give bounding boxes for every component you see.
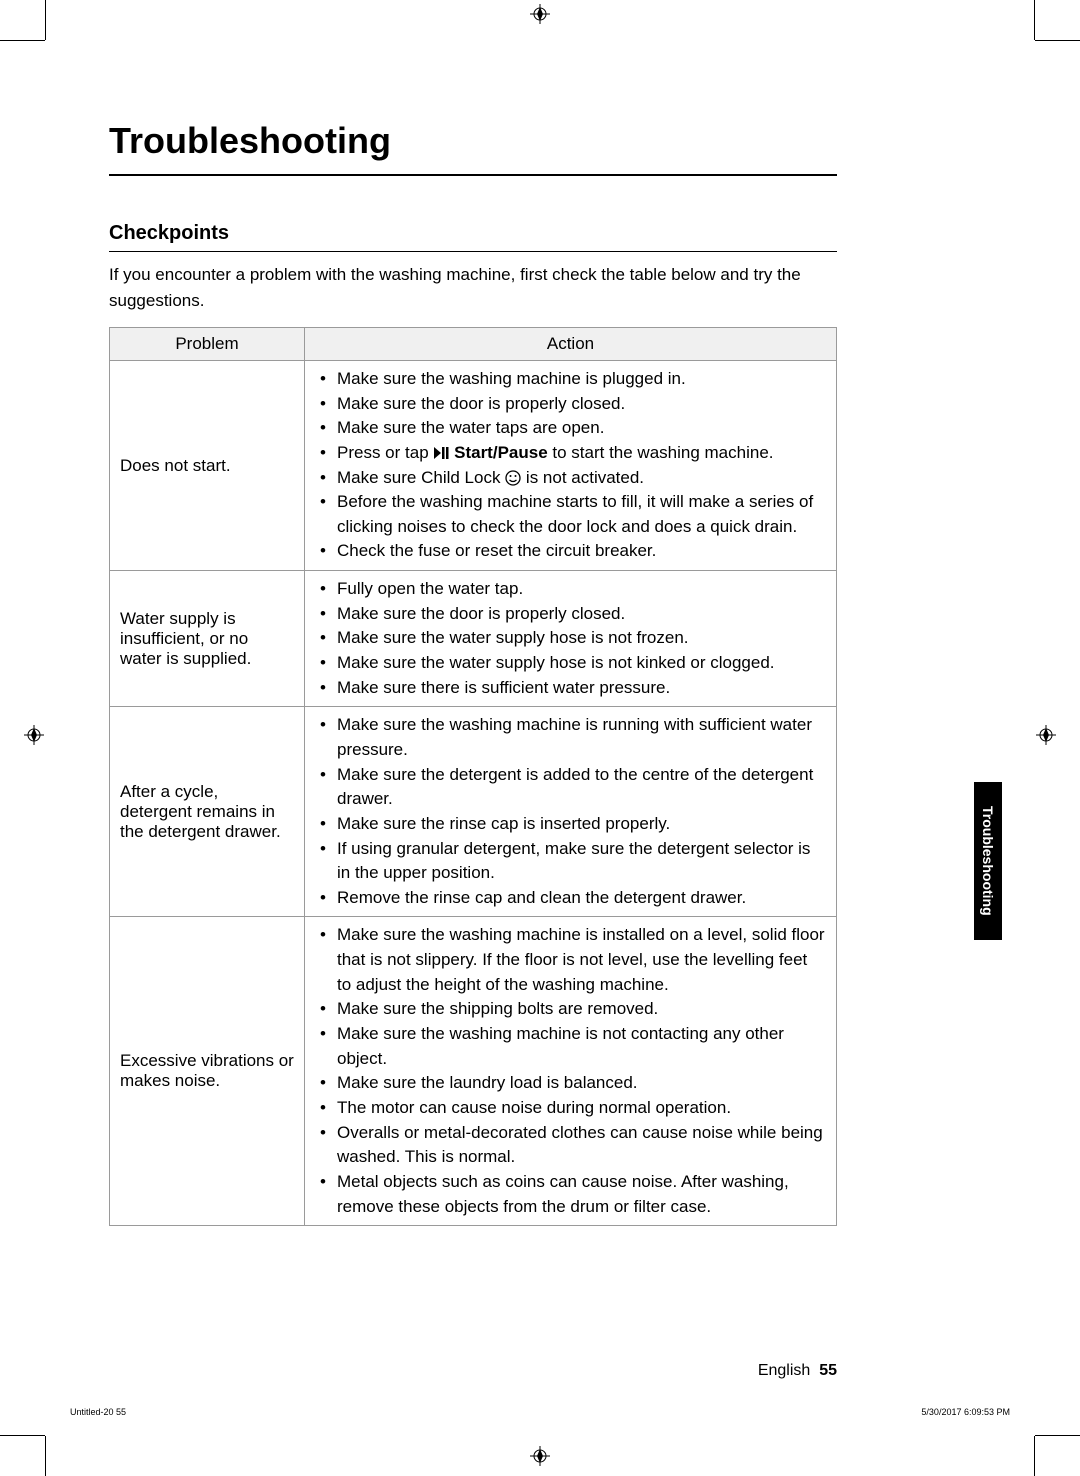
crop-mark bbox=[0, 1435, 45, 1436]
action-item: Make sure the door is properly closed. bbox=[315, 392, 826, 417]
crop-mark bbox=[45, 0, 46, 40]
page-content: Troubleshooting Checkpoints If you encou… bbox=[109, 120, 837, 1380]
side-tab: Troubleshooting bbox=[974, 782, 1002, 940]
action-cell: Make sure the washing machine is plugged… bbox=[305, 361, 837, 571]
action-item: Make sure the washing machine is install… bbox=[315, 923, 826, 997]
meta-left: Untitled-20 55 bbox=[70, 1407, 126, 1417]
action-cell: Make sure the washing machine is install… bbox=[305, 917, 837, 1226]
action-cell: Make sure the washing machine is running… bbox=[305, 707, 837, 917]
print-meta-footer: Untitled-20 55 5/30/2017 6:09:53 PM bbox=[70, 1407, 1010, 1417]
crop-mark bbox=[0, 40, 45, 41]
section-subtitle: Checkpoints bbox=[109, 222, 837, 252]
crop-mark bbox=[1034, 1436, 1035, 1476]
action-item: Make sure the washing machine is plugged… bbox=[315, 367, 826, 392]
column-header-problem: Problem bbox=[110, 328, 305, 361]
language-label: English bbox=[758, 1362, 810, 1379]
start-pause-icon bbox=[433, 445, 449, 461]
action-item: Metal objects such as coins can cause no… bbox=[315, 1170, 826, 1219]
registration-mark bbox=[1036, 725, 1056, 751]
page-number: 55 bbox=[819, 1362, 837, 1379]
troubleshooting-table: Problem Action Does not start. Make sure … bbox=[109, 327, 837, 1226]
action-item: Remove the rinse cap and clean the deter… bbox=[315, 886, 826, 911]
problem-cell: After a cycle, detergent remains in the … bbox=[110, 707, 305, 917]
crop-mark bbox=[1035, 1435, 1080, 1436]
action-item: Make sure the rinse cap is inserted prop… bbox=[315, 812, 826, 837]
action-item: Make sure the laundry load is balanced. bbox=[315, 1071, 826, 1096]
action-cell: Fully open the water tap.Make sure the d… bbox=[305, 571, 837, 707]
action-item: Overalls or metal-decorated clothes can … bbox=[315, 1121, 826, 1170]
crop-mark bbox=[1034, 0, 1035, 40]
table-row: After a cycle, detergent remains in the … bbox=[110, 707, 837, 917]
registration-mark bbox=[530, 1446, 550, 1472]
action-item: Check the fuse or reset the circuit brea… bbox=[315, 539, 826, 564]
registration-mark bbox=[24, 725, 44, 751]
action-item: Make sure the washing machine is not con… bbox=[315, 1022, 826, 1071]
registration-mark bbox=[530, 4, 550, 30]
action-item: Make sure there is sufficient water pres… bbox=[315, 676, 826, 701]
action-item: Make sure the water supply hose is not k… bbox=[315, 651, 826, 676]
column-header-action: Action bbox=[305, 328, 837, 361]
page-title: Troubleshooting bbox=[109, 120, 837, 176]
action-item: Make sure the washing machine is running… bbox=[315, 713, 826, 762]
action-item: Fully open the water tap. bbox=[315, 577, 826, 602]
action-item: Make sure the shipping bolts are removed… bbox=[315, 997, 826, 1022]
action-item: The motor can cause noise during normal … bbox=[315, 1096, 826, 1121]
problem-cell: Does not start. bbox=[110, 361, 305, 571]
table-row: Does not start. Make sure the washing mac… bbox=[110, 361, 837, 571]
action-item: Make sure the detergent is added to the … bbox=[315, 763, 826, 812]
intro-text: If you encounter a problem with the wash… bbox=[109, 262, 837, 313]
problem-cell: Water supply is insufficient, or no wate… bbox=[110, 571, 305, 707]
action-item: Before the washing machine starts to fil… bbox=[315, 490, 826, 539]
child-lock-icon bbox=[505, 470, 521, 486]
table-row: Excessive vibrations or makes noise.Make… bbox=[110, 917, 837, 1226]
meta-right: 5/30/2017 6:09:53 PM bbox=[921, 1407, 1010, 1417]
action-item: Make sure the door is properly closed. bbox=[315, 602, 826, 627]
problem-cell: Excessive vibrations or makes noise. bbox=[110, 917, 305, 1226]
crop-mark bbox=[45, 1436, 46, 1476]
action-item: Make sure the water supply hose is not f… bbox=[315, 626, 826, 651]
action-item: Make sure the water taps are open. bbox=[315, 416, 826, 441]
action-item: If using granular detergent, make sure t… bbox=[315, 837, 826, 886]
table-row: Water supply is insufficient, or no wate… bbox=[110, 571, 837, 707]
crop-mark bbox=[1035, 40, 1080, 41]
page-footer: English 55 bbox=[758, 1362, 837, 1380]
action-item: Make sure Child Lock is not activated. bbox=[315, 466, 826, 491]
action-item: Press or tap Start/Pause to start the wa… bbox=[315, 441, 826, 466]
